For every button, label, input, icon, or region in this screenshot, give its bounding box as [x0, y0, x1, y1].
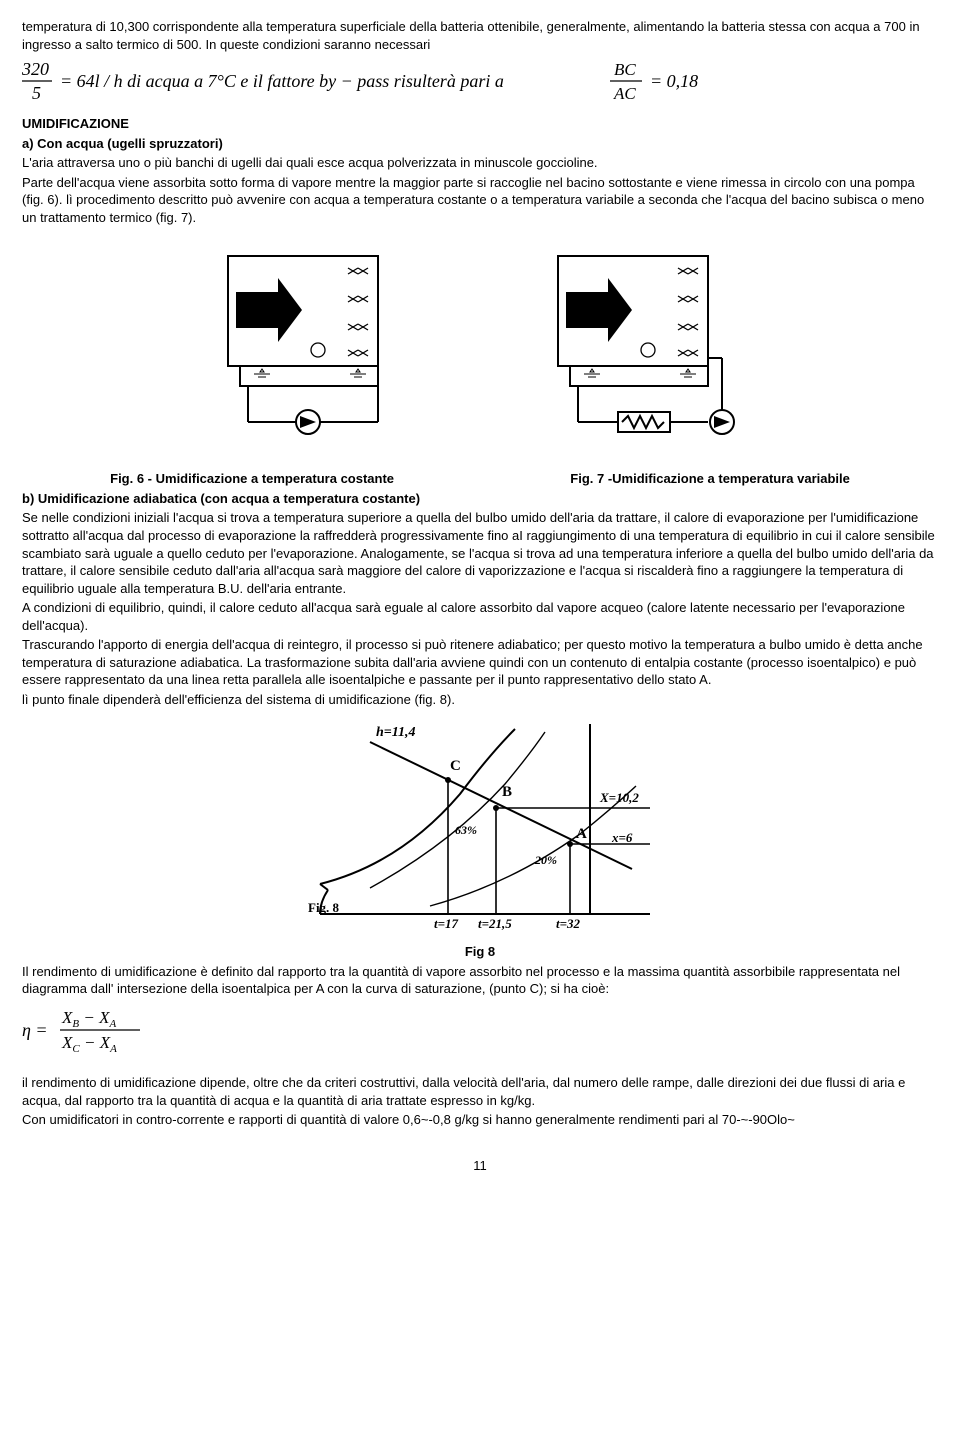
- svg-text:320: 320: [22, 59, 49, 79]
- paragraph: Con umidificatori in contro-corrente e r…: [22, 1111, 938, 1129]
- svg-text:t=21,5: t=21,5: [478, 916, 512, 931]
- paragraph: Se nelle condizioni iniziali l'acqua si …: [22, 509, 938, 597]
- svg-text:XB − XA: XB − XA: [61, 1008, 116, 1030]
- paragraph: Il rendimento di umidificazione è defini…: [22, 963, 938, 998]
- svg-text:= 64l / h di acqua a 7°C e il: = 64l / h di acqua a 7°C e il fattore by…: [60, 71, 504, 91]
- svg-text:A: A: [576, 826, 587, 842]
- paragraph: lì punto finale dipenderà dell'efficienz…: [22, 691, 938, 709]
- paragraph: Parte dell'acqua viene assorbita sotto f…: [22, 174, 938, 227]
- svg-text:h=11,4: h=11,4: [376, 725, 416, 740]
- subheading-b: b) Umidificazione adiabatica (con acqua …: [22, 490, 938, 508]
- figure-8: h=11,4 C B A X=10,2 63% 20% x=6 t=17 t=2…: [280, 714, 680, 934]
- paragraph: L'aria attraversa uno o più banchi di ug…: [22, 154, 938, 172]
- formula-bypass: 320 5 = 64l / h di acqua a 7°C e il fatt…: [22, 59, 938, 103]
- subheading-a: a) Con acqua (ugelli spruzzatori): [22, 135, 938, 153]
- svg-text:η =: η =: [22, 1020, 48, 1040]
- svg-text:63%: 63%: [455, 823, 477, 837]
- page-number: 11: [22, 1157, 938, 1175]
- caption-fig-8: Fig 8: [22, 943, 938, 961]
- svg-text:Fig. 8: Fig. 8: [308, 900, 340, 915]
- figure-6: [200, 246, 410, 456]
- svg-text:AC: AC: [613, 84, 636, 103]
- figure-row: [22, 246, 938, 456]
- svg-text:20%: 20%: [534, 853, 557, 867]
- paragraph: Trascurando l'apporto di energia dell'ac…: [22, 636, 938, 689]
- svg-text:XC − XA: XC − XA: [61, 1033, 117, 1055]
- paragraph: temperatura di 10,300 corrispondente all…: [22, 18, 938, 53]
- caption-fig-6: Fig. 6 - Umidificazione a temperatura co…: [110, 470, 394, 488]
- svg-text:X=10,2: X=10,2: [599, 790, 639, 805]
- figure-7: [530, 246, 760, 456]
- svg-text:t=17: t=17: [434, 916, 459, 931]
- svg-text:5: 5: [32, 83, 41, 103]
- svg-text:BC: BC: [614, 60, 636, 79]
- svg-text:C: C: [450, 758, 461, 774]
- svg-text:= 0,18: = 0,18: [650, 71, 698, 91]
- formula-eta: η = XB − XA XC − XA: [22, 1006, 938, 1061]
- svg-text:B: B: [502, 784, 512, 800]
- figure-captions: Fig. 6 - Umidificazione a temperatura co…: [22, 470, 938, 488]
- svg-text:x=6: x=6: [611, 830, 633, 845]
- figure-8-wrap: h=11,4 C B A X=10,2 63% 20% x=6 t=17 t=2…: [22, 714, 938, 939]
- svg-text:t=32: t=32: [556, 916, 581, 931]
- section-heading: UMIDIFICAZIONE: [22, 115, 938, 133]
- paragraph: il rendimento di umidificazione dipende,…: [22, 1074, 938, 1109]
- paragraph: A condizioni di equilibrio, quindi, il c…: [22, 599, 938, 634]
- caption-fig-7: Fig. 7 -Umidificazione a temperatura var…: [570, 470, 850, 488]
